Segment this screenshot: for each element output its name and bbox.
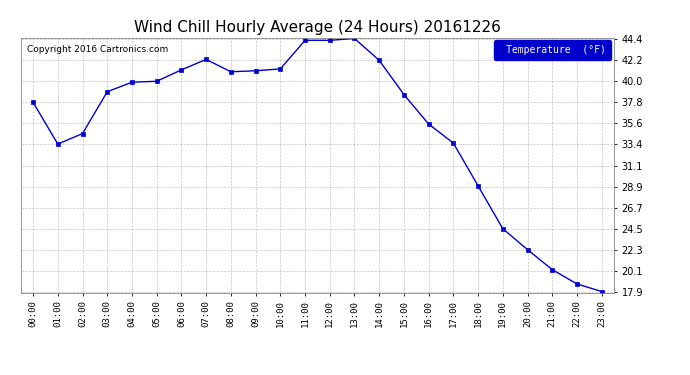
- Legend: Temperature  (°F): Temperature (°F): [494, 40, 611, 60]
- Title: Wind Chill Hourly Average (24 Hours) 20161226: Wind Chill Hourly Average (24 Hours) 201…: [134, 20, 501, 35]
- Text: Copyright 2016 Cartronics.com: Copyright 2016 Cartronics.com: [27, 45, 168, 54]
